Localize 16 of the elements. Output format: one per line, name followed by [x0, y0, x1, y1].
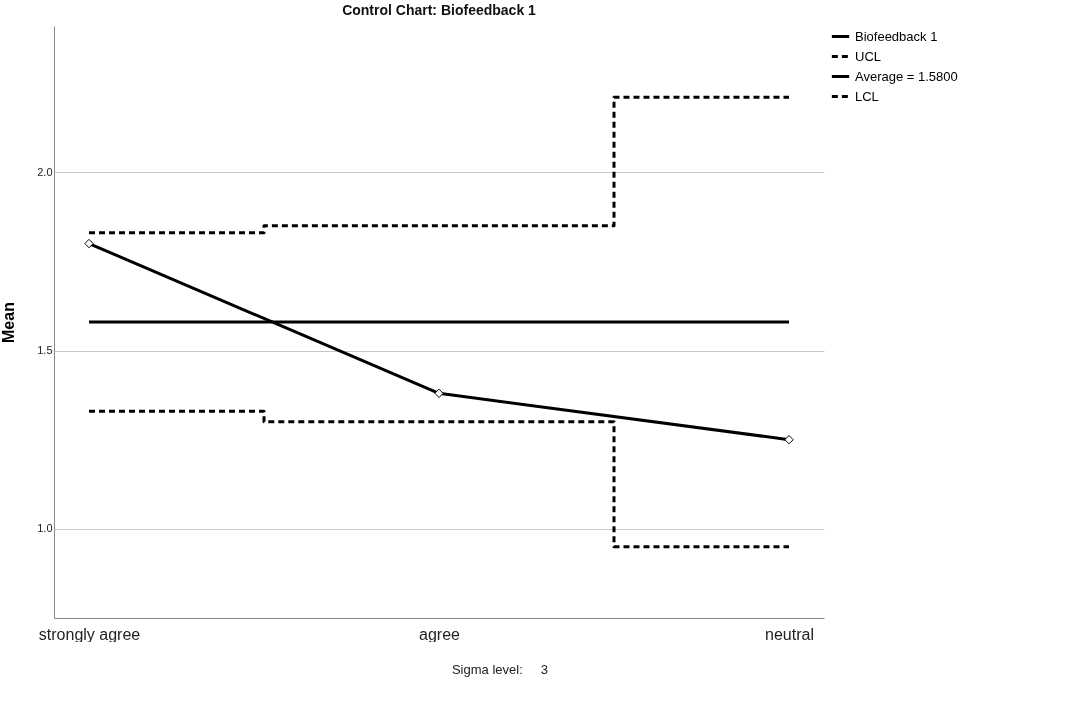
y-tick-label: 2.0 [37, 165, 53, 178]
legend-label: LCL [855, 88, 879, 104]
chart-title: Control Chart: Biofeedback 1 [342, 2, 537, 18]
x-tick-label: agree [419, 625, 461, 643]
x-tick-label: strongly agree [38, 625, 141, 643]
legend-label: Biofeedback 1 [855, 28, 938, 44]
point [784, 435, 794, 445]
legend-label: Average = 1.5800 [855, 68, 958, 84]
point [84, 238, 94, 249]
y-tick-label: 1.0 [37, 522, 53, 535]
y-tick-label: 1.5 [37, 344, 53, 357]
text: Sigma level: 3 [450, 662, 550, 677]
point [434, 388, 444, 399]
y-axis-title: Mean [0, 302, 18, 343]
legend-label: UCL [855, 48, 882, 64]
x-tick-label: neutral [765, 625, 814, 643]
